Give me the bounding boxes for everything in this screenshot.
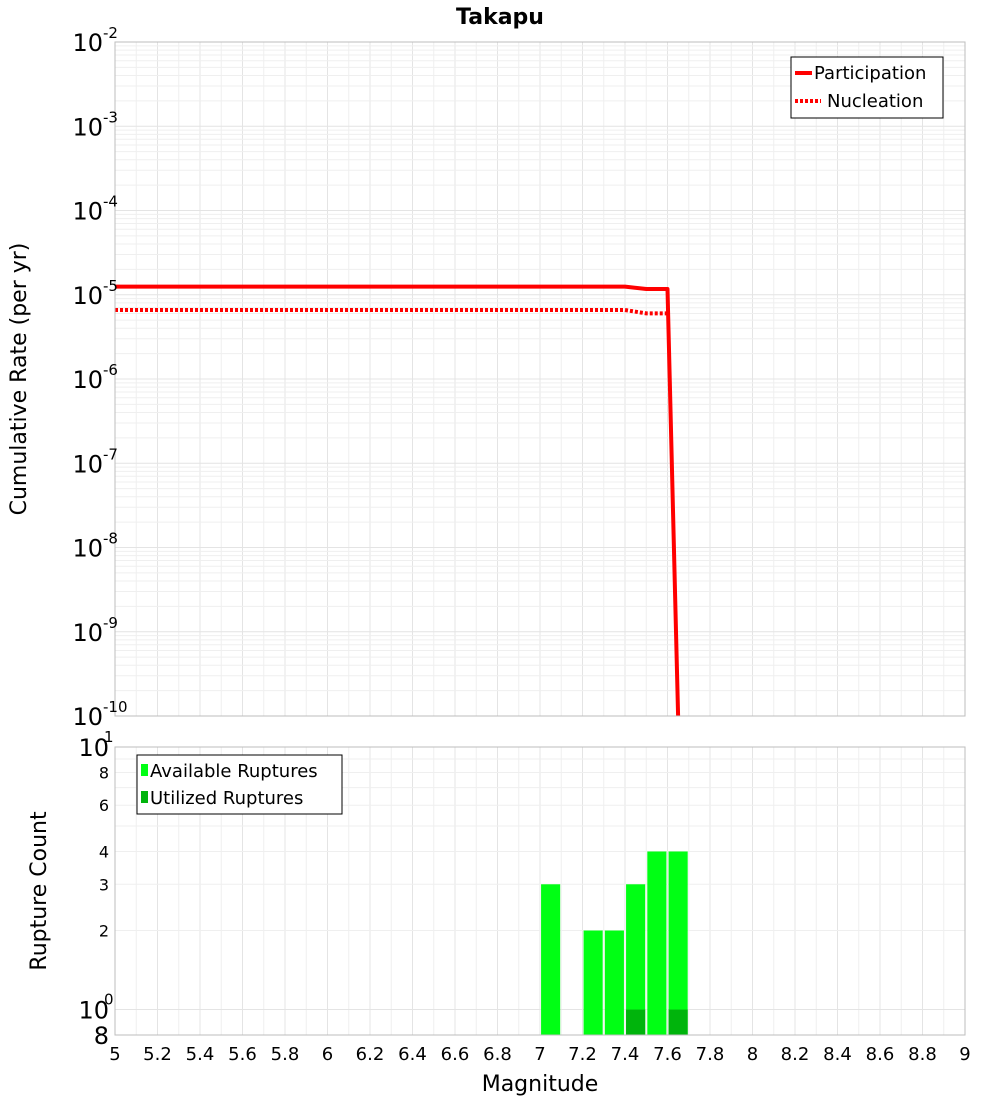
y-tick-label-exponent: -7 [103,445,118,463]
bottom-y-tick-exponent: 1 [104,728,114,746]
x-tick-label: 9 [959,1044,970,1065]
top-panel-series [115,284,681,717]
bottom-legend-box [136,754,343,815]
bottom-y-tick-label: 6 [99,796,109,815]
y-tick-label-base: 10 [72,113,103,141]
chart-title: Takapu [456,5,544,30]
bottom-y-tick-label: 2 [99,922,109,941]
top-y-axis-title: Cumulative Rate (per yr) [7,243,32,516]
bottom-legend: Available Ruptures Utilized Ruptures [136,754,343,815]
y-tick-label-exponent: -5 [103,277,118,295]
y-tick-label-exponent: -6 [103,361,118,379]
bottom-panel-grid [115,747,965,1035]
participation-legend-label: Participation [814,63,926,84]
available-ruptures-bar [604,930,624,1035]
x-tick-label: 6.4 [398,1044,427,1065]
bottom-y-tick-label: 4 [99,842,109,861]
x-tick-label: 8.6 [866,1044,895,1065]
y-tick-label-exponent: -10 [103,698,128,716]
available-ruptures-legend-swatch [141,764,148,776]
utilized-ruptures-legend-label: Utilized Ruptures [150,788,303,809]
utilized-ruptures-bar [668,1009,688,1035]
bottom-y-tick-label: 10 [78,734,109,762]
top-panel-frame [114,41,966,717]
x-tick-label: 5.6 [228,1044,257,1065]
y-tick-label-exponent: -8 [103,530,118,548]
y-tick-label-base: 10 [72,450,103,478]
bottom-y-axis-title: Rupture Count [27,811,52,971]
x-tick-label: 8 [747,1044,758,1065]
y-tick-label-base: 10 [72,282,103,310]
x-tick-label: 8.4 [823,1044,852,1065]
bottom-y-tick-label: 8 [94,1022,109,1050]
x-tick-label: 7.2 [568,1044,597,1065]
x-tick-label: 8.8 [908,1044,937,1065]
bottom-y-tick-exponent: 0 [104,991,114,1009]
y-tick-label-exponent: -9 [103,614,118,632]
x-axis-title: Magnitude [482,1072,599,1097]
top-panel-grid [115,42,965,717]
x-tick-label: 8.2 [781,1044,810,1065]
x-tick-label: 7.4 [611,1044,640,1065]
x-tick-label: 5.8 [271,1044,300,1065]
y-tick-label-base: 10 [72,366,103,394]
nucleation-legend-label: Nucleation [827,91,923,112]
y-tick-label-exponent: -4 [103,193,118,211]
available-ruptures-bar [647,851,667,1035]
available-ruptures-bar [541,884,561,1035]
y-tick-label-base: 10 [72,703,103,731]
available-ruptures-bar [668,851,688,1035]
nucleation-line [115,308,668,316]
available-ruptures-bar [583,930,603,1035]
utilized-ruptures-legend-swatch [141,791,148,803]
x-tick-label: 6.6 [441,1044,470,1065]
bottom-y-tick-label: 10 [78,997,109,1025]
x-tick-label: 6 [322,1044,333,1065]
y-tick-label-exponent: -2 [103,24,118,42]
x-axis-ticks: 5 5.2 5.4 5.6 5.8 6 6.2 6.4 6.6 6.8 7 7.2 7.4 7.6 7.8 8… [109,1044,970,1065]
y-tick-label-base: 10 [72,198,103,226]
x-tick-label: 7 [534,1044,545,1065]
x-tick-label: 5 [109,1044,120,1065]
available-ruptures-bar [626,884,646,1035]
top-legend-box [790,56,944,119]
x-tick-label: 5.4 [186,1044,215,1065]
y-tick-label-exponent: -3 [103,108,118,126]
participation-line [115,284,681,717]
bottom-panel-frame [114,746,966,1036]
y-tick-label-base: 10 [72,535,103,563]
x-tick-label: 7.8 [696,1044,725,1065]
x-tick-label: 7.6 [653,1044,682,1065]
x-tick-label: 6.8 [483,1044,512,1065]
y-tick-label-base: 10 [72,619,103,647]
x-tick-label: 6.2 [356,1044,385,1065]
bottom-y-tick-label: 3 [99,875,109,894]
x-tick-label: 5.2 [143,1044,172,1065]
y-tick-label-base: 10 [72,29,103,57]
utilized-ruptures-bar [626,1009,646,1035]
bottom-y-tick-label: 8 [99,763,109,782]
available-ruptures-legend-label: Available Ruptures [150,761,318,782]
top-legend: Participation Nucleation [790,56,944,119]
bottom-panel-bars [541,851,688,1035]
